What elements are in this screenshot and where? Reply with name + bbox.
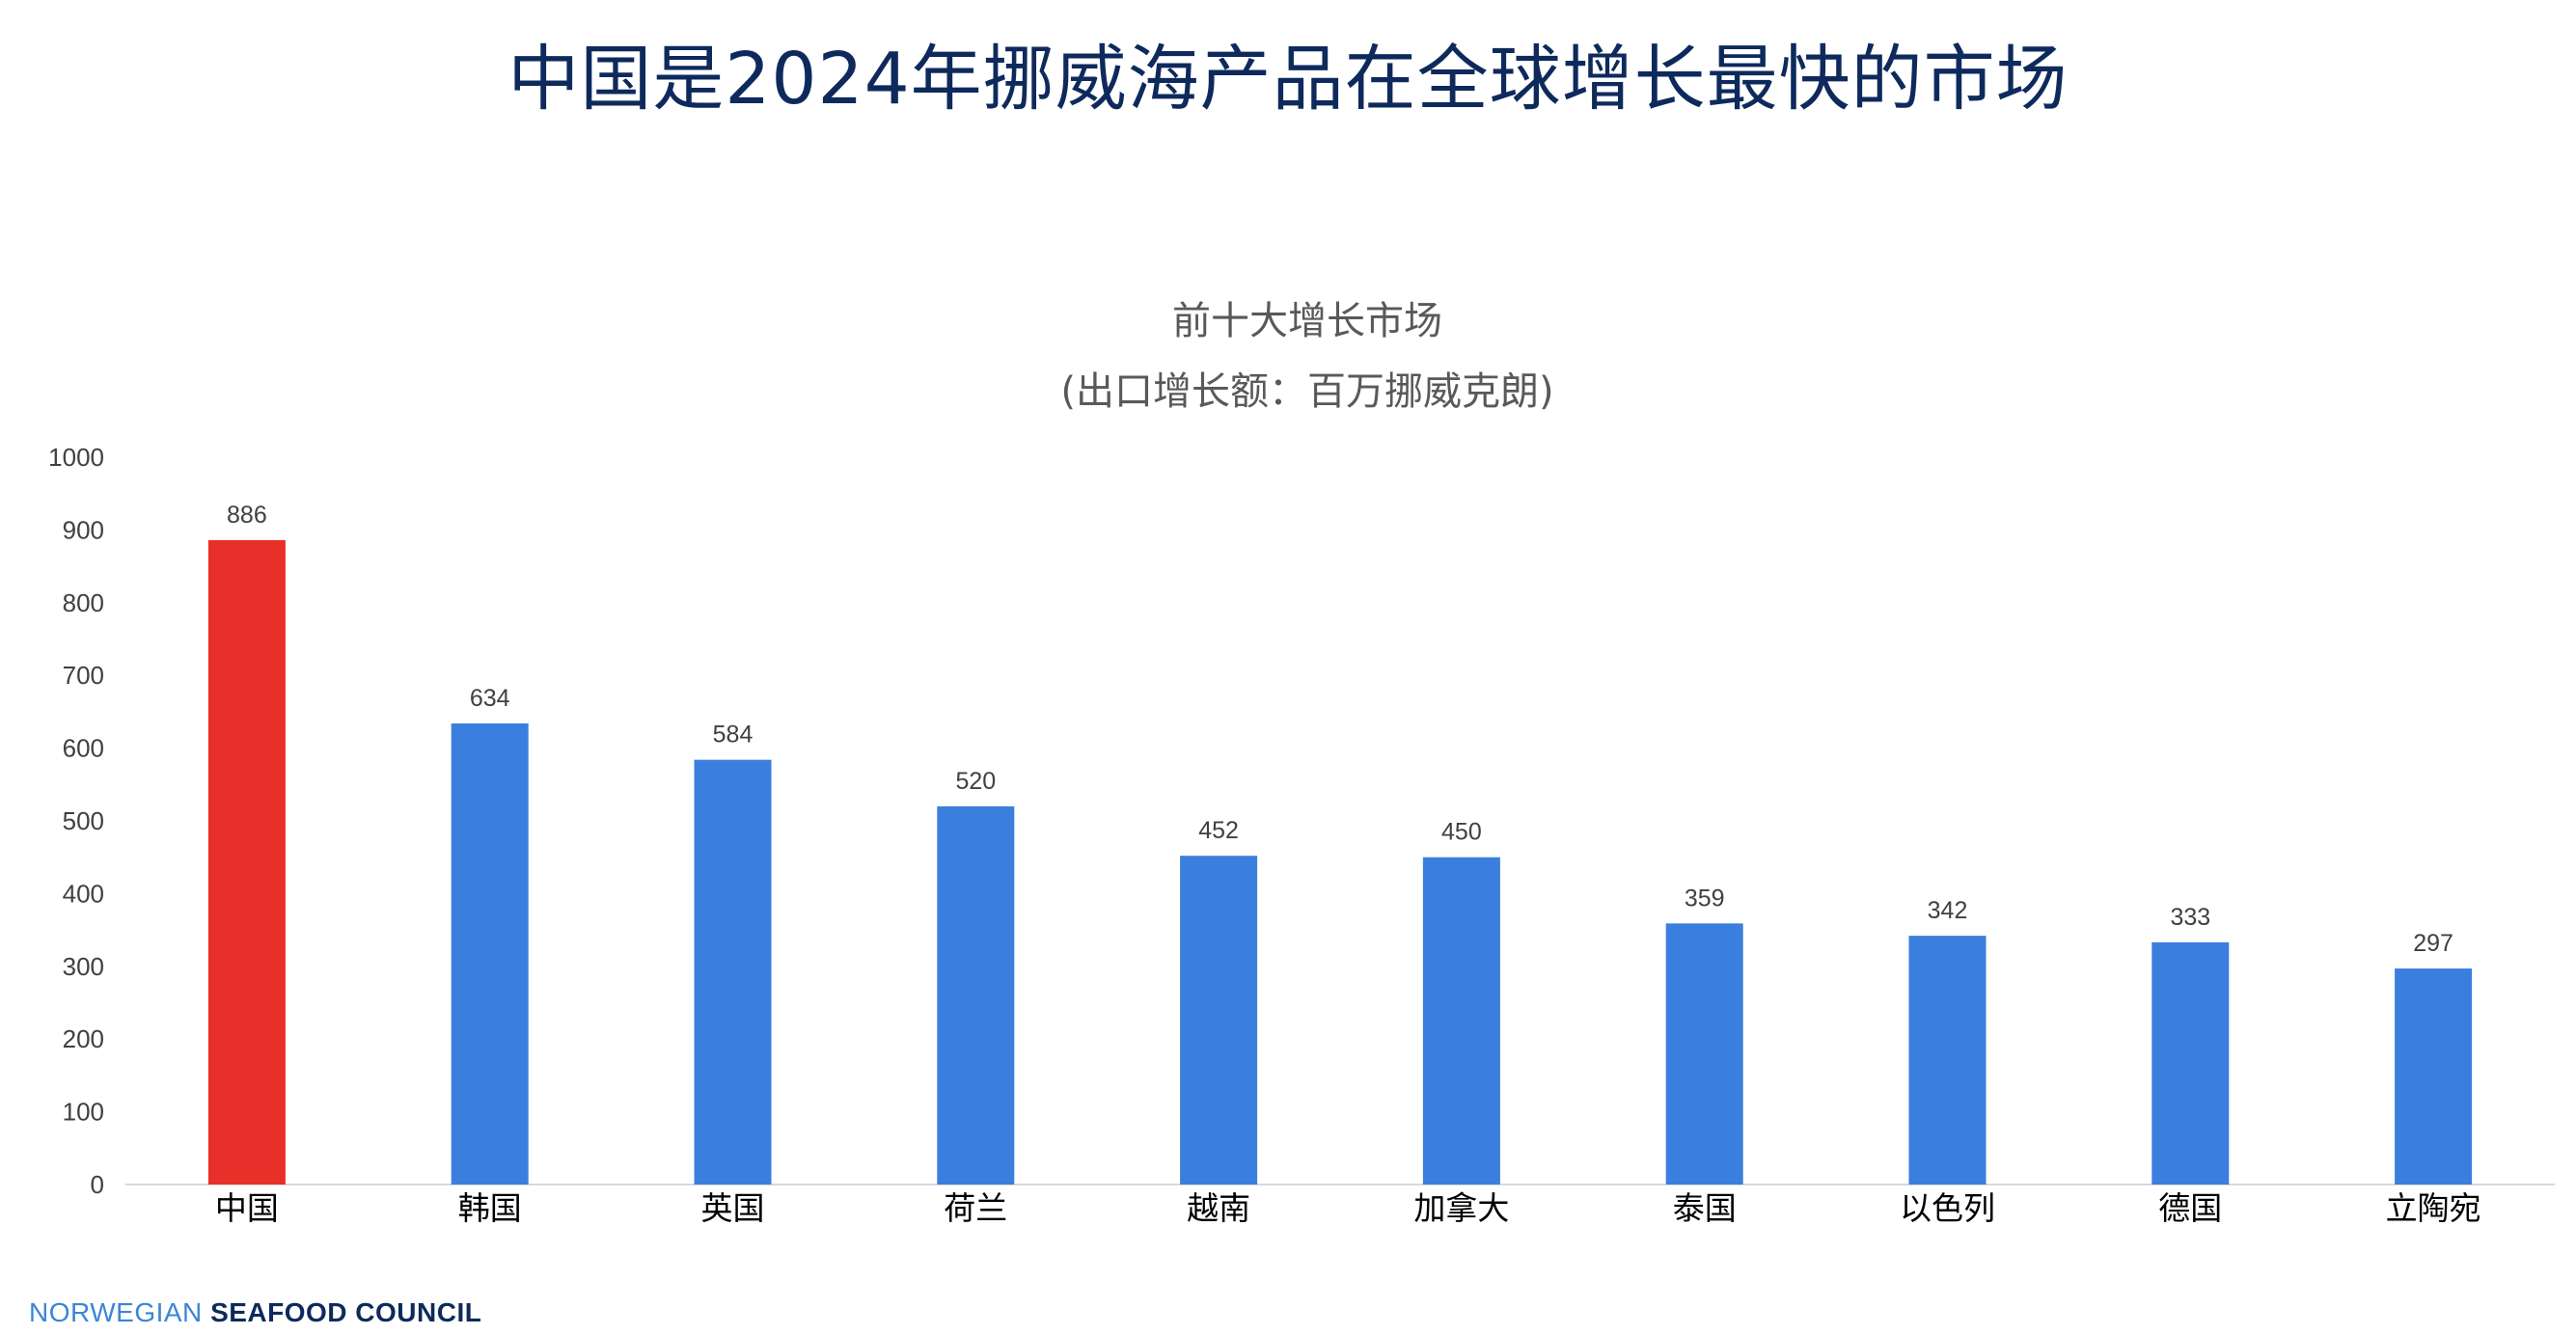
- data-label: 342: [1928, 897, 1968, 924]
- y-tick-label: 1000: [48, 443, 104, 472]
- y-tick-label: 500: [63, 806, 104, 835]
- category-label: 越南: [1187, 1189, 1250, 1227]
- category-label: 中国: [215, 1189, 279, 1227]
- bar-8: [1908, 936, 1987, 1185]
- y-tick-label: 300: [63, 952, 104, 981]
- bar-3: [694, 759, 772, 1185]
- page-title: 中国是2024年挪威海产品在全球增长最快的市场: [507, 38, 2069, 121]
- data-label: 634: [470, 685, 510, 712]
- bar-10: [2395, 968, 2473, 1185]
- data-label: 297: [2413, 930, 2453, 957]
- brand-name-part1: NORWEGIAN: [29, 1297, 203, 1327]
- y-tick-label: 800: [63, 588, 104, 617]
- category-label: 加拿大: [1413, 1189, 1509, 1227]
- bar-4: [937, 805, 1015, 1185]
- data-label: 520: [955, 768, 996, 795]
- chart-title: 前十大增长市场: [1172, 299, 1442, 343]
- brand-name-part2: SEAFOOD COUNCIL: [210, 1297, 482, 1327]
- y-tick-label: 900: [63, 515, 104, 544]
- bar-7: [1665, 923, 1743, 1185]
- category-label: 以色列: [1900, 1189, 1995, 1227]
- y-tick-label: 200: [63, 1024, 104, 1053]
- data-label: 333: [2170, 904, 2210, 931]
- category-label: 泰国: [1673, 1189, 1737, 1227]
- data-label: 450: [1441, 819, 1482, 846]
- chart-subtitle: (出口增长额：百万挪威克朗): [1060, 369, 1554, 414]
- y-tick-label: 400: [63, 879, 104, 908]
- bar-5: [1180, 856, 1258, 1185]
- bar-1: [207, 539, 286, 1185]
- category-label: 德国: [2158, 1189, 2222, 1227]
- category-label: 英国: [701, 1189, 765, 1227]
- bar-6: [1422, 857, 1500, 1185]
- brand-logo: NORWEGIAN SEAFOOD COUNCIL: [29, 1297, 481, 1328]
- data-label: 584: [713, 722, 754, 749]
- category-label: 立陶宛: [2386, 1189, 2481, 1227]
- y-tick-label: 700: [63, 661, 104, 690]
- y-tick-label: 0: [91, 1170, 104, 1199]
- y-tick-label: 600: [63, 734, 104, 763]
- y-tick-label: 100: [63, 1098, 104, 1127]
- category-label: 韩国: [458, 1189, 522, 1227]
- bar-9: [2151, 941, 2230, 1185]
- category-label: 荷兰: [944, 1189, 1007, 1227]
- data-label: 886: [227, 502, 267, 529]
- bar-2: [451, 722, 529, 1185]
- data-label: 452: [1198, 817, 1239, 844]
- data-label: 359: [1685, 885, 1725, 912]
